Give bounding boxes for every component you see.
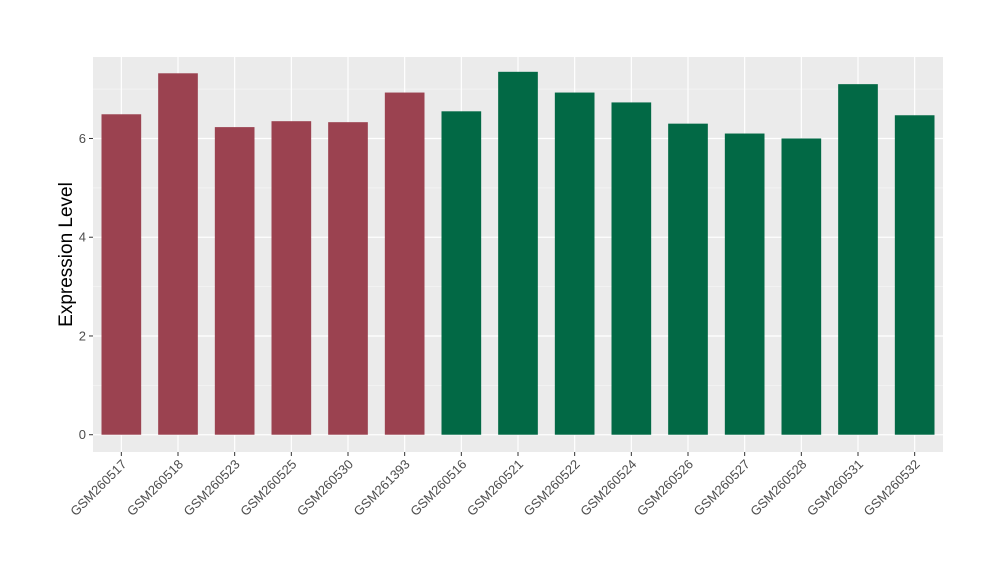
x-tick-label: GSM261393 [351, 457, 413, 519]
x-axis: GSM260517GSM260518GSM260523GSM260525GSM2… [67, 452, 923, 519]
x-tick-label: GSM260532 [861, 457, 923, 519]
y-tick-label: 2 [79, 328, 86, 343]
bar-gsm260527 [724, 133, 765, 435]
bar-gsm260531 [838, 84, 878, 435]
x-tick-label: GSM260526 [634, 457, 696, 519]
y-tick-label: 6 [79, 131, 86, 146]
bar-gsm260518 [158, 73, 198, 435]
y-axis-label: Expression Level [56, 182, 77, 327]
bar-gsm260524 [611, 102, 652, 435]
bar-gsm260526 [668, 123, 708, 435]
bar-gsm260516 [441, 111, 482, 435]
x-tick-label: GSM260530 [294, 457, 356, 519]
x-tick-label: GSM260525 [237, 457, 299, 519]
bar-gsm260530 [328, 122, 368, 435]
x-tick-label: GSM260531 [804, 457, 866, 519]
x-tick-label: GSM260527 [691, 457, 753, 519]
x-tick-label: GSM260518 [124, 457, 186, 519]
y-tick-label: 0 [79, 427, 86, 442]
x-tick-label: GSM260524 [577, 457, 639, 519]
x-tick-label: GSM260517 [67, 457, 129, 519]
bar-gsm260521 [498, 71, 538, 435]
bar-gsm260532 [894, 115, 935, 435]
y-tick-label: 4 [79, 230, 86, 245]
bars [101, 71, 935, 435]
bar-gsm260523 [214, 127, 255, 435]
bar-gsm260517 [101, 114, 142, 435]
bar-gsm260525 [271, 121, 312, 435]
x-tick-label: GSM260523 [181, 457, 243, 519]
x-tick-label: GSM260516 [407, 457, 469, 519]
x-tick-label: GSM260521 [464, 457, 526, 519]
y-axis: 0 2 4 6 [79, 131, 93, 442]
bar-gsm261393 [384, 92, 425, 435]
x-tick-label: GSM260522 [521, 457, 583, 519]
x-tick-label: GSM260528 [747, 457, 809, 519]
bar-gsm260522 [554, 92, 595, 435]
bar-gsm260528 [781, 138, 822, 435]
